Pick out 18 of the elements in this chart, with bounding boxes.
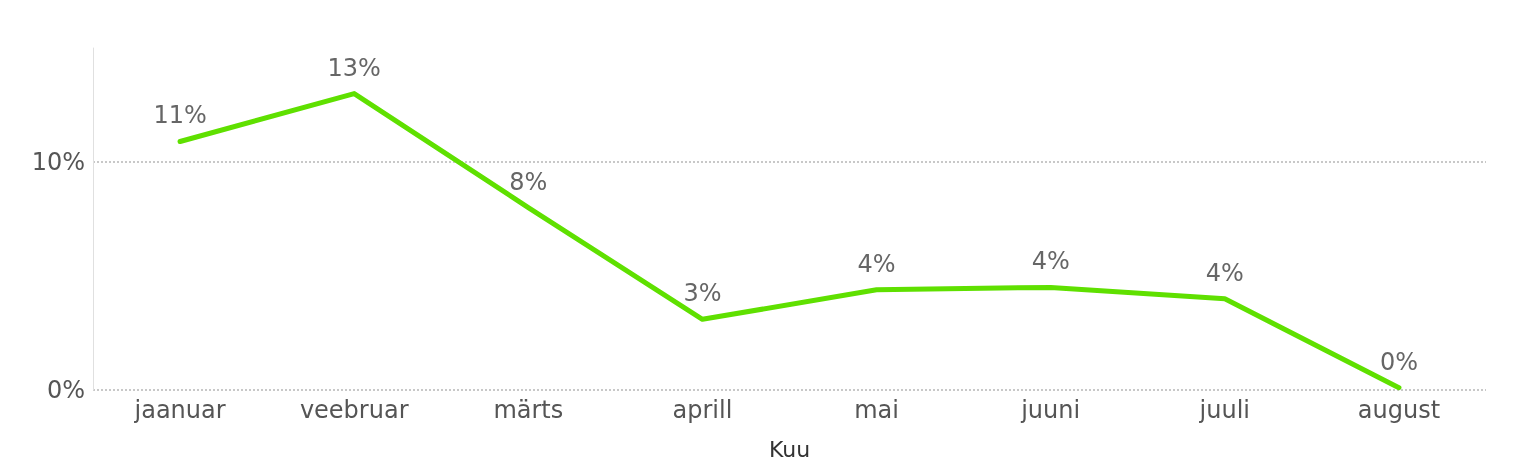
x-tick-label: aprill [672,396,733,424]
data-label: 4% [1205,258,1244,287]
y-tick-label: 10% [31,148,85,176]
x-tick-label: juuli [1198,396,1251,424]
data-label: 3% [683,279,722,308]
x-axis-title: Kuu [768,436,811,462]
data-label: 8% [509,167,548,196]
x-tick-label: august [1357,396,1441,424]
x-tick-label: veebruar [299,396,409,424]
data-label: 13% [327,53,381,82]
data-label: 0% [1379,347,1418,376]
x-tick-label: märts [493,396,564,424]
x-tick-label: jaanuar [133,396,226,424]
x-tick-label: juuni [1020,396,1081,424]
x-tick-label: mai [854,396,899,424]
data-label: 11% [153,101,207,130]
data-label: 4% [857,249,896,278]
data-label: 4% [1031,247,1070,276]
